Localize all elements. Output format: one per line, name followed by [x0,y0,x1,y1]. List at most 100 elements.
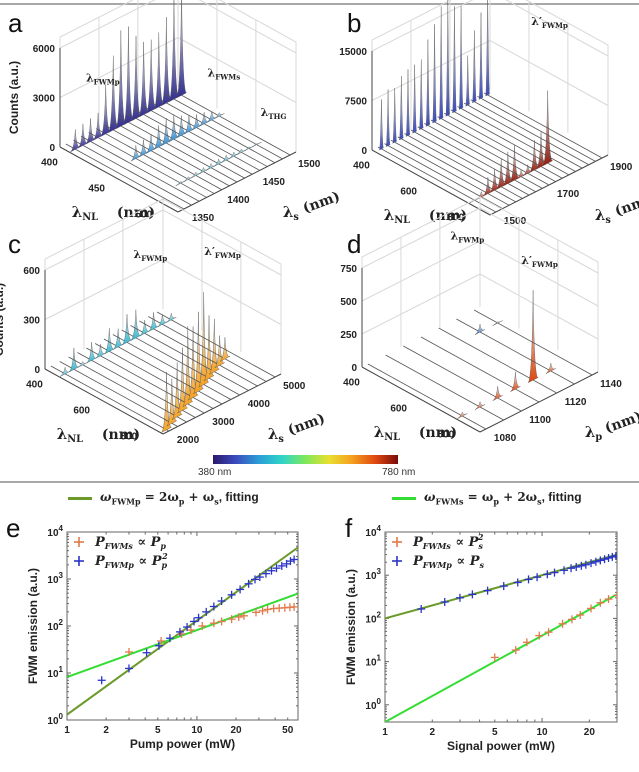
x-tick-label: 800 [448,213,465,224]
y-axis-unit: (nm) [613,192,639,220]
spectrum-peak [478,12,484,100]
data-point [544,628,553,637]
trace-baseline [148,316,267,382]
data-point [499,582,508,591]
data-point [217,617,226,626]
colorbar [213,455,398,464]
colorbar-min-label: 380 nm [198,467,232,478]
annotation-fwms: λFWMs [208,67,241,82]
y-tick-label: 100 [47,712,63,727]
trace-baseline [130,325,249,391]
panel-c: 0 300 600 400 600 800 2000 3000 4000 5000 Counts (… [0,198,327,446]
data-point [572,562,581,571]
y-tick-label: 1080 [494,433,517,444]
spectrum-peak [438,6,444,120]
data-point [533,573,542,582]
plot-area [385,551,617,722]
data-point [522,638,531,647]
x-tick-label: 400 [41,158,58,169]
x-tick-label: 400 [353,161,370,172]
data-point [490,653,499,662]
x-tick-label: 2 [429,727,435,738]
spectrum-peak [214,112,225,119]
annotation-fwmp-prime: λ′FWMp [521,254,558,269]
z-tick-label: 0 [34,365,40,376]
y-tick-label: 1450 [263,177,286,188]
x-tick-label: 5 [155,725,161,736]
data-point [587,604,596,613]
trace-baseline [111,120,230,187]
middle-divider [0,481,639,483]
x-axis-label: λNL [72,203,98,223]
spectrum-peak [465,55,470,107]
trace-baseline [463,102,583,169]
x-tick-label: 800 [121,432,138,443]
x-tick-label: 10 [191,725,203,736]
spectrum-peak [385,89,391,147]
z-tick-label: 0 [361,146,367,157]
spectrum-peak [130,309,141,341]
fit-legend-fwmp-swatch [68,496,92,500]
data-point [157,636,166,645]
panel-letter-c: c [8,229,21,259]
trace-baseline [424,123,543,189]
grid-line [59,36,297,103]
x-axis-unit: (nm) [419,425,457,441]
data-point [591,557,600,566]
fit-legend-fwms-swatch [392,496,416,500]
data-point [613,591,617,600]
panel-a: 0 3000 6000 400 450 500 1350 1400 1450 1500 Counts… [7,0,342,224]
spectrum-peak [457,411,468,419]
spectrum-peak [130,35,142,122]
data-point [511,646,520,655]
trace-baseline [164,93,283,160]
spectrum-peak [59,367,71,377]
trace-baseline [126,112,245,179]
spectrum-peak [209,318,220,375]
spectrum-peak [379,99,384,151]
x-axis-unit: (nm) [102,427,140,443]
data-point [417,605,426,614]
trace-baseline [470,99,590,166]
spectrum-peak [146,39,157,114]
spectrum-peak [153,32,164,110]
legend-entry: PFWMp ∝ Pp2 [74,551,168,570]
spectrum-peak [70,129,81,153]
legend-label: PFWMp ∝ Pp2 [94,551,168,570]
fit-legend-fwms: ωFWMs = ωp + 2ωs, fitting [392,490,582,506]
spectrum-peak [187,326,199,401]
x-tick-label: 600 [400,187,417,198]
panel-letter-f: f [345,513,353,543]
y-axis-label: λs [268,425,285,445]
y-tick-label: 5000 [283,381,306,392]
spectrum-peak [77,360,88,368]
fit-legend-fwmp: ωFWMp = 2ωp + ωs, fitting [68,490,259,506]
spectrum-peak [492,320,503,326]
x-axis [44,368,164,435]
y-tick-label: 101 [365,654,381,669]
spectrum-peak [138,41,149,118]
data-point [611,551,617,560]
y-axis-label: FWM emission (a.u.) [344,569,358,685]
z-tick-label: 300 [23,316,40,327]
spectrum-peak [485,0,490,97]
x-tick-label: 10 [536,727,548,738]
trace-baseline [118,116,238,183]
data-point [97,676,106,685]
plot-frame [384,531,618,723]
x-axis-unit: (nm) [429,208,467,224]
spectrum-peak [432,24,437,124]
annotation-fwmp: λFWMp [134,248,168,263]
legend-entry: PFWMs ∝ Ps2 [392,532,484,551]
trace-baseline [483,92,603,159]
y-tick-label: 1700 [557,189,580,200]
spectrum-peak [161,17,172,106]
data-point [440,597,449,606]
data-point [455,593,464,602]
x-tick-label: 400 [26,380,43,391]
back-wall-right [177,0,297,152]
y-axis-unit: (nm) [301,189,342,217]
back-wall-left [44,198,164,369]
trace-baseline [403,345,522,412]
